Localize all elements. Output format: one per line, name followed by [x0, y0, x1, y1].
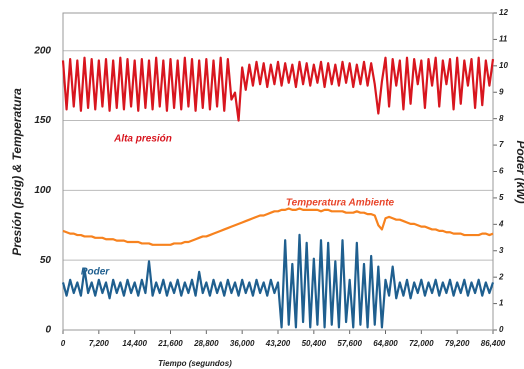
- x-tick-label: 28,800: [193, 339, 219, 348]
- y2-tick-label: 8: [499, 114, 504, 123]
- x-tick-label: 21,600: [157, 339, 183, 348]
- series-line: [61, 56, 495, 122]
- y-tick-label: 200: [33, 45, 51, 56]
- x-tick-label: 50,400: [302, 339, 327, 348]
- x-tick-label: 86,400: [481, 339, 506, 348]
- y2-tick-label: 3: [499, 246, 504, 255]
- y2-tick-label: 5: [499, 193, 504, 202]
- y-axis-title: Presión (psig) & Temperatura: [10, 88, 24, 256]
- y2-tick-label: 0: [499, 325, 504, 334]
- y-tick-label: 50: [40, 255, 52, 266]
- series-line: [61, 233, 495, 329]
- y-tick-label: 150: [34, 115, 51, 126]
- series-line: [62, 207, 494, 246]
- y2-tick-label: 7: [499, 140, 504, 149]
- y-tick-label: 0: [45, 325, 51, 336]
- series-label: Temperatura Ambiente: [286, 198, 395, 209]
- series-label: Alta presión: [113, 134, 172, 145]
- y-tick-label: 100: [34, 185, 51, 196]
- x-tick-label: 36,000: [230, 339, 255, 348]
- x-tick-label: 79,200: [445, 339, 470, 348]
- y2-tick-label: 2: [498, 272, 504, 281]
- y2-tick-label: 6: [499, 167, 504, 176]
- x-tick-label: 57,600: [337, 339, 362, 348]
- x-tick-label: 64,800: [373, 339, 398, 348]
- y2-axis-title: Poder (kW): [514, 140, 524, 203]
- x-tick-label: 14,400: [122, 339, 147, 348]
- y2-tick-label: 12: [499, 8, 508, 17]
- y2-tick-label: 9: [499, 87, 504, 96]
- series-label: Poder: [81, 267, 110, 278]
- x-tick-label: 72,000: [409, 339, 434, 348]
- y2-tick-label: 11: [499, 35, 508, 44]
- plot-frame: [62, 12, 494, 331]
- y2-tick-label: 1: [499, 299, 504, 308]
- y2-tick-label: 10: [499, 61, 508, 70]
- x-tick-label: 43,200: [265, 339, 291, 348]
- x-tick-label: 7,200: [89, 339, 110, 348]
- x-tick-label: 0: [61, 339, 66, 348]
- y2-tick-label: 4: [498, 219, 504, 228]
- x-axis-title: Tiempo (segundos): [158, 359, 232, 368]
